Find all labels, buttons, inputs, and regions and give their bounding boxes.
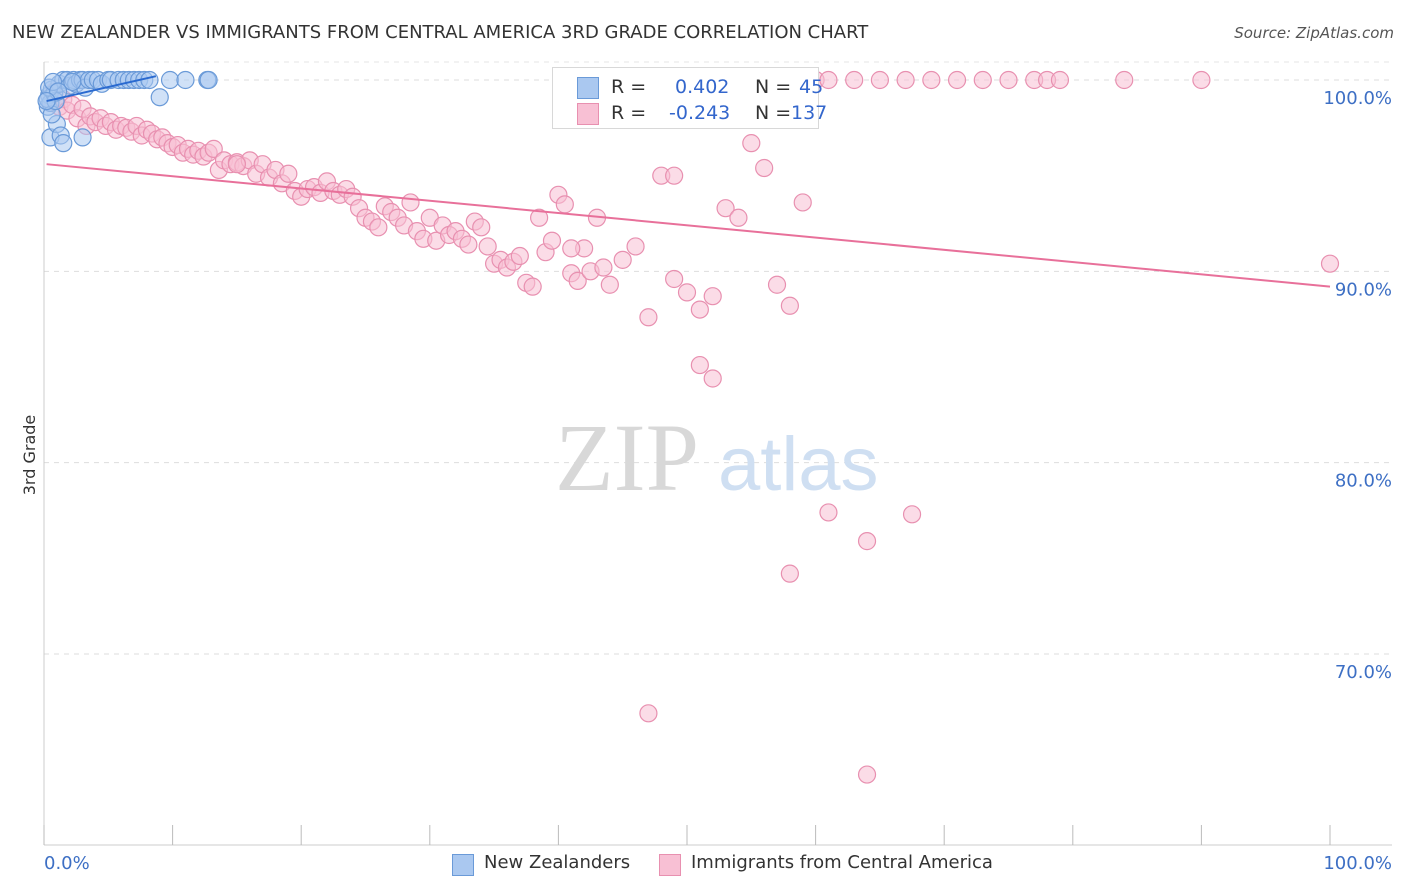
legend-r-value: 0.402 [675,76,730,98]
legend-r-value: -0.243 [669,102,731,124]
y-tick-label: 90.0% [1335,279,1392,300]
trend-lines [46,75,1331,288]
data-point [767,275,787,294]
legend-n-value: 45 [799,76,824,98]
legend: R = 0.402 N = 45 R = -0.243 N = 137 [552,67,827,129]
data-point [199,70,218,90]
x-tick-label: 100.0% [1323,853,1392,874]
legend-swatch-blue [577,77,599,99]
data-point [780,564,799,583]
data-point [160,70,180,90]
data-point [1192,70,1211,90]
legend-r-label: R = [611,76,647,98]
data-point [755,158,774,178]
data-point [150,88,169,107]
y-tick-label: 70.0% [1335,662,1392,683]
data-point [690,355,709,375]
data-point [1050,70,1070,90]
data-point [999,70,1018,90]
data-point [665,166,684,185]
data-point [600,275,619,294]
data-point [279,164,298,183]
data-point [401,193,420,212]
data-point [690,300,709,319]
data-point [523,277,542,296]
data-point [896,70,915,90]
data-point [742,134,761,153]
data-point [857,765,877,784]
data-point [54,134,73,153]
chart-title: NEW ZEALANDER VS IMMIGRANTS FROM CENTRAL… [12,22,869,43]
data-point [819,503,838,522]
legend-n-label: N = [755,102,792,124]
bottom-legend-label: Immigrants from Central America [691,852,993,873]
y-tick-label: 100.0% [1323,88,1392,109]
watermark-zip: ZIP [555,404,699,511]
data-point [176,70,195,90]
data-point [562,239,581,258]
bottom-legend-label: New Zealanders [484,852,631,873]
data-point [472,218,491,237]
data-point [63,72,82,92]
data-point [819,70,838,90]
data-point [902,505,922,524]
data-point [870,70,890,90]
data-point [677,283,697,302]
data-point [845,70,864,90]
data-point [204,139,223,158]
data-point [1115,70,1134,90]
bottom-legend-swatch-blue [452,854,474,876]
bottom-legend-swatch-pink [659,854,681,876]
data-point [639,308,658,327]
data-point [947,70,967,90]
data-point [568,271,587,290]
data-point [542,231,562,250]
y-axis-label: 3rd Grade [20,415,39,496]
data-point [227,155,246,174]
trend-line [46,163,1331,288]
axes [43,62,1392,846]
data-points [37,70,1340,784]
data-point [922,70,941,90]
data-point [510,246,529,266]
grid-lines [44,61,1392,655]
watermark: ZIP atlas [555,404,879,511]
data-point [639,704,658,723]
data-point [369,218,388,237]
data-point [459,235,478,254]
data-point [478,237,497,256]
data-point [1320,254,1340,273]
legend-n-value: 137 [791,102,828,124]
data-point [793,193,812,212]
legend-r-label: R = [611,102,647,124]
watermark-atlas: atlas [718,422,879,507]
data-point [780,296,799,315]
data-point [594,258,613,277]
data-point [665,269,684,289]
data-point [716,199,735,218]
trend-line [46,75,157,103]
legend-n-label: N = [755,76,792,98]
data-point [729,208,748,227]
tick-labels: 70.0% 80.0% 90.0% 100.0% 0.0% 100.0% [44,88,1392,874]
data-point [857,532,877,551]
chart-source: Source: ZipAtlas.com [1234,24,1394,42]
x-tick-label: 0.0% [44,853,90,874]
y-tick-label: 80.0% [1335,471,1392,492]
data-point [73,128,92,147]
data-point [703,369,722,388]
data-point [703,287,722,306]
data-point [530,208,549,227]
data-point [973,70,992,90]
data-point [613,250,632,269]
legend-swatch-pink [577,103,599,125]
data-point [626,237,645,256]
data-point [555,195,574,214]
